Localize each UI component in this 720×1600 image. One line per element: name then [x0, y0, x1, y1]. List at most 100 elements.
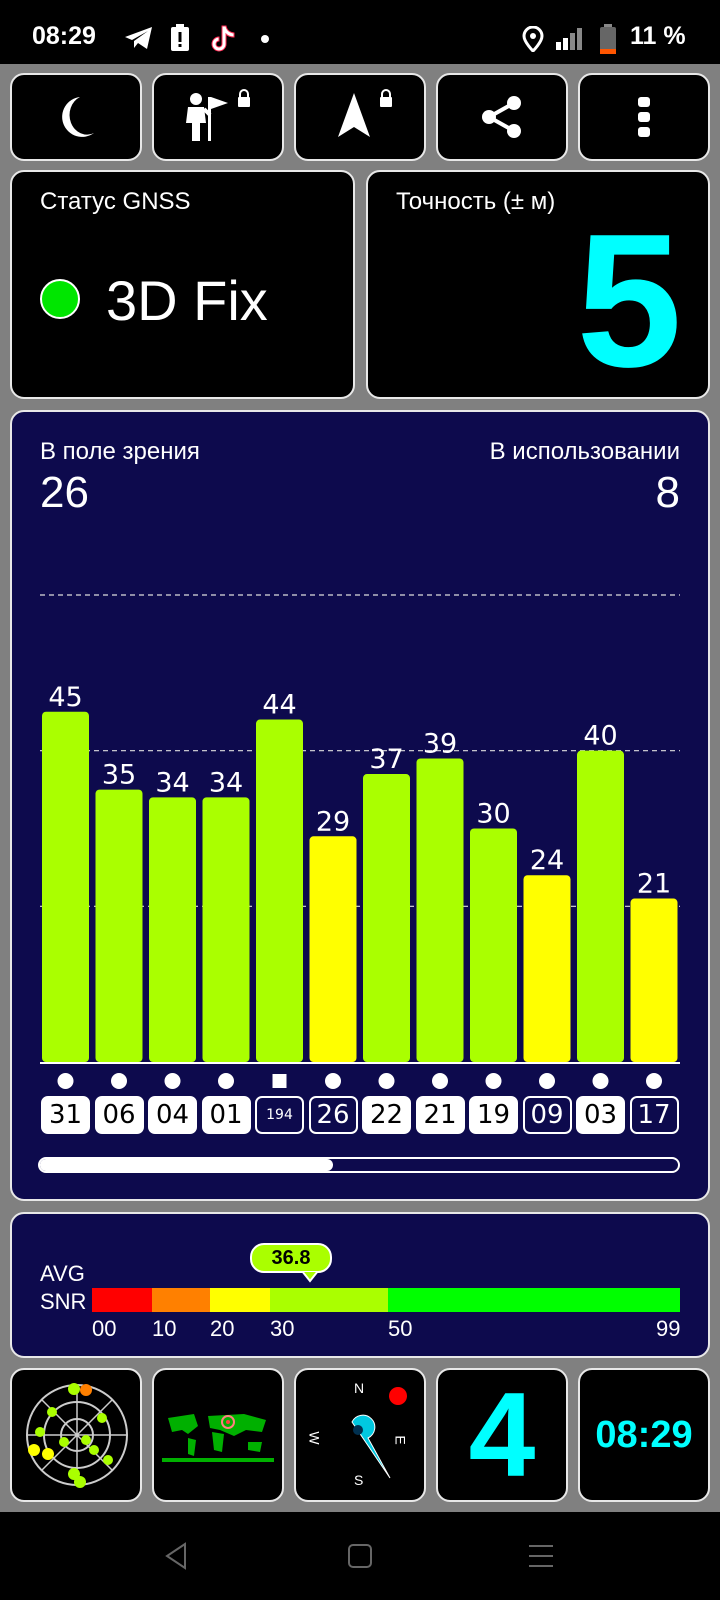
- snr-scale-band: [152, 1288, 210, 1312]
- snr-scale-tick: 99: [656, 1316, 681, 1341]
- share-icon: [482, 96, 521, 138]
- compass-widget[interactable]: N E S W: [294, 1368, 426, 1502]
- snr-bar-value: 30: [476, 799, 510, 830]
- constellation-marker: [432, 1073, 448, 1089]
- snr-bar-value: 35: [102, 760, 136, 791]
- snr-color-scale: [92, 1288, 680, 1312]
- snr-bar-value: 29: [316, 806, 350, 837]
- snr-bar: [577, 750, 624, 1062]
- constellation-marker: [218, 1073, 234, 1089]
- snr-scale-band: [210, 1288, 270, 1312]
- snr-scale-tick: 50: [388, 1316, 413, 1341]
- snr-bar-value: 44: [262, 690, 296, 721]
- avg-snr-panel[interactable]: AVG SNR: [10, 1212, 710, 1358]
- status-time: 08:29: [32, 22, 96, 50]
- share-button[interactable]: [436, 73, 568, 161]
- scrollbar-thumb[interactable]: [40, 1159, 334, 1171]
- snr-bar: [630, 898, 678, 1062]
- snr-bar-value: 34: [155, 767, 189, 798]
- dot-icon: [261, 35, 269, 43]
- snr-label: SNR: [40, 1289, 87, 1314]
- snr-bar: [523, 875, 571, 1062]
- snr-bar-value: 45: [48, 682, 82, 713]
- clock-time: 08:29: [595, 1413, 693, 1456]
- world-map-widget[interactable]: [152, 1368, 284, 1502]
- satellite-id-label: 194: [255, 1096, 304, 1134]
- satellite-id-label: 22: [362, 1096, 411, 1134]
- snr-scale-band: [270, 1288, 388, 1312]
- in-use-count: 8: [655, 468, 680, 517]
- status-bar: 08:29 11 %: [0, 0, 720, 64]
- snr-bar: [416, 758, 464, 1062]
- snr-bar-value: 21: [637, 869, 671, 900]
- in-view-count: 26: [40, 468, 89, 517]
- snr-bar-value: 40: [583, 721, 617, 752]
- snr-bar-chart: 45 35 34 34 44 29 37 39 30 24 40 21: [40, 594, 680, 1089]
- constellation-marker: [325, 1073, 341, 1089]
- clock-widget[interactable]: 08:29: [578, 1368, 710, 1502]
- chart-scrollbar[interactable]: [38, 1157, 680, 1173]
- snr-bar-value: 24: [530, 845, 564, 876]
- constellation-marker: [539, 1073, 555, 1089]
- snr-bar-value: 37: [369, 744, 403, 775]
- in-view-label: В поле зрения: [40, 438, 200, 465]
- snr-bar-value: 34: [209, 767, 243, 798]
- snr-bar-value: 39: [423, 728, 457, 759]
- poi-button[interactable]: [152, 73, 284, 161]
- sky-view-widget[interactable]: [10, 1368, 142, 1502]
- snr-bar: [363, 774, 410, 1062]
- back-icon[interactable]: [163, 1542, 189, 1570]
- snr-bar: [470, 828, 517, 1062]
- more-menu-button[interactable]: [578, 73, 710, 161]
- satellite-count: 4: [468, 1368, 536, 1502]
- world-map-icon: [162, 1414, 274, 1462]
- alert-icon: [171, 24, 189, 51]
- snr-scale-band: [388, 1288, 680, 1312]
- recents-icon[interactable]: [528, 1543, 554, 1569]
- navigation-button[interactable]: [294, 73, 426, 161]
- compass-south: S: [354, 1472, 364, 1488]
- constellation-marker: [111, 1073, 127, 1089]
- constellation-marker: [646, 1073, 662, 1089]
- snr-bar: [42, 711, 89, 1062]
- snr-scale-tick: 20: [210, 1316, 235, 1341]
- gnss-status-label: Статус GNSS: [40, 188, 191, 215]
- night-mode-button[interactable]: [10, 73, 142, 161]
- snr-scale-tick: 30: [270, 1316, 295, 1341]
- satellite-id-label: 04: [148, 1096, 197, 1134]
- constellation-marker: [592, 1073, 609, 1089]
- satellite-id-label: 01: [201, 1096, 251, 1134]
- telegram-icon: [125, 27, 152, 49]
- compass-needle-icon: [351, 1387, 407, 1479]
- night-mode-icon: [62, 97, 94, 137]
- satellite-id-label: 31: [41, 1096, 90, 1134]
- satellite-id-label: 19: [469, 1096, 518, 1134]
- signal-icon: [556, 28, 582, 50]
- gnss-status-panel[interactable]: Статус GNSS 3D Fix: [10, 170, 355, 399]
- poi-flag-icon: [186, 89, 250, 141]
- avg-snr-pointer: [300, 1271, 320, 1283]
- constellation-marker: [485, 1073, 502, 1089]
- home-icon[interactable]: [347, 1543, 373, 1569]
- satellite-id-label: 17: [629, 1096, 679, 1134]
- snr-bar: [202, 797, 250, 1062]
- accuracy-value: 5: [576, 195, 682, 407]
- satellite-id-label: 26: [308, 1096, 358, 1134]
- fix-indicator: [40, 279, 80, 319]
- accuracy-panel[interactable]: Точность (± м) 5: [366, 170, 710, 399]
- avg-snr-value-bubble: 36.8: [250, 1243, 332, 1273]
- snr-bar: [149, 797, 196, 1062]
- in-use-label: В использовании: [489, 438, 680, 465]
- snr-bar: [95, 789, 143, 1062]
- accuracy-label: Точность (± м): [396, 188, 556, 215]
- sky-plot-icon: [26, 1383, 128, 1488]
- satellite-count-widget[interactable]: 4: [436, 1368, 568, 1502]
- battery-percent: 11 %: [630, 22, 686, 50]
- fix-status: 3D Fix: [106, 269, 268, 332]
- snr-scale-tick: 00: [92, 1316, 117, 1341]
- tiktok-icon: [211, 25, 235, 52]
- compass-north: N: [354, 1380, 365, 1396]
- snr-scale-band: [92, 1288, 152, 1312]
- constellation-marker: [164, 1073, 181, 1089]
- avg-label: AVG: [40, 1261, 85, 1286]
